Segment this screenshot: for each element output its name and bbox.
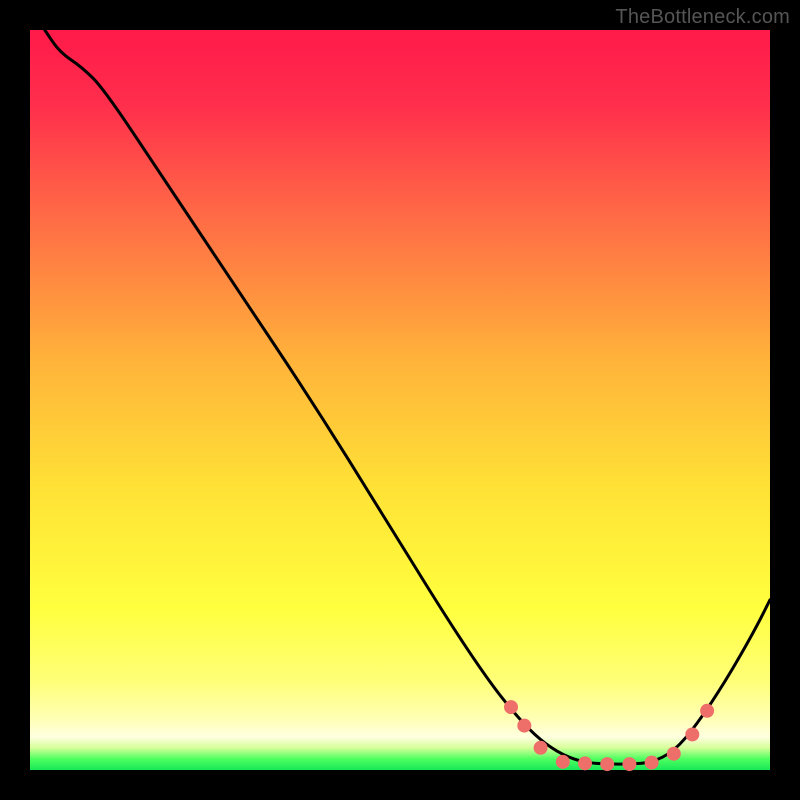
curve-marker (667, 747, 681, 761)
curve-marker (685, 727, 699, 741)
curve-marker (645, 756, 659, 770)
chart-svg (0, 0, 800, 800)
curve-marker (504, 700, 518, 714)
curve-marker (700, 704, 714, 718)
curve-marker (534, 741, 548, 755)
curve-marker (517, 719, 531, 733)
curve-marker (556, 755, 570, 769)
curve-marker (600, 757, 614, 771)
curve-marker (578, 756, 592, 770)
chart-frame: TheBottleneck.com (0, 0, 800, 800)
watermark-text: TheBottleneck.com (615, 6, 790, 29)
gradient-background (30, 30, 770, 770)
curve-marker (622, 757, 636, 771)
